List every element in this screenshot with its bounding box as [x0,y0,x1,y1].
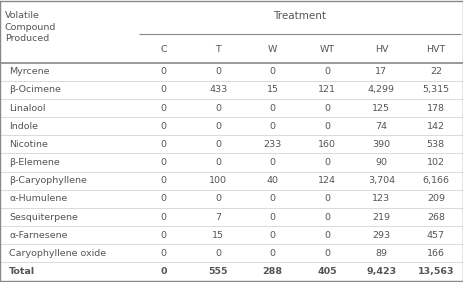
Text: 5,315: 5,315 [422,85,450,94]
Text: 0: 0 [161,194,167,203]
Text: 0: 0 [269,249,275,258]
Text: β-Ocimene: β-Ocimene [9,85,61,94]
Text: W: W [268,45,277,54]
Text: Treatment: Treatment [273,11,326,21]
Text: 0: 0 [324,122,330,131]
Text: 0: 0 [161,267,167,276]
Text: 74: 74 [375,122,388,131]
Text: α-Farnesene: α-Farnesene [9,231,68,240]
Text: α-Humulene: α-Humulene [9,194,68,203]
Text: 0: 0 [161,103,167,113]
Text: 390: 390 [372,140,390,149]
Text: 0: 0 [161,122,167,131]
Text: HV: HV [375,45,388,54]
Text: Indole: Indole [9,122,38,131]
Text: Sesquiterpene: Sesquiterpene [9,213,78,221]
Text: 0: 0 [215,122,221,131]
Text: 0: 0 [324,194,330,203]
Text: 0: 0 [215,67,221,76]
Text: β-Elemene: β-Elemene [9,158,60,167]
Text: 160: 160 [318,140,336,149]
Text: 0: 0 [215,158,221,167]
Text: 178: 178 [427,103,445,113]
Text: 0: 0 [161,249,167,258]
Text: 0: 0 [215,140,221,149]
Text: 13,563: 13,563 [418,267,454,276]
Text: 15: 15 [212,231,224,240]
Text: 0: 0 [324,103,330,113]
Text: 0: 0 [269,103,275,113]
Text: 0: 0 [215,249,221,258]
Text: Nicotine: Nicotine [9,140,48,149]
Text: 166: 166 [427,249,445,258]
Text: 0: 0 [269,213,275,221]
Text: 538: 538 [427,140,445,149]
Text: 233: 233 [263,140,282,149]
Text: HVT: HVT [426,45,445,54]
Text: WT: WT [319,45,335,54]
Text: 6,166: 6,166 [422,176,449,185]
Text: 555: 555 [208,267,228,276]
Text: 142: 142 [427,122,445,131]
Text: 0: 0 [269,231,275,240]
Text: 405: 405 [317,267,337,276]
Text: 293: 293 [372,231,390,240]
Text: 0: 0 [161,85,167,94]
Text: 90: 90 [375,158,388,167]
Text: 0: 0 [269,158,275,167]
Text: 3,704: 3,704 [368,176,395,185]
Text: Linalool: Linalool [9,103,46,113]
Text: 0: 0 [161,213,167,221]
Text: 288: 288 [263,267,282,276]
Text: 123: 123 [372,194,390,203]
Text: 9,423: 9,423 [366,267,396,276]
Text: 209: 209 [427,194,445,203]
Text: 89: 89 [375,249,388,258]
Text: 0: 0 [161,67,167,76]
Text: 22: 22 [430,67,442,76]
Text: Compound: Compound [5,23,56,32]
Text: 102: 102 [427,158,445,167]
Text: 4,299: 4,299 [368,85,395,94]
Text: 0: 0 [324,231,330,240]
Text: 17: 17 [375,67,388,76]
Text: 0: 0 [161,158,167,167]
Text: 125: 125 [372,103,390,113]
Text: 0: 0 [324,213,330,221]
Text: 219: 219 [372,213,390,221]
Text: 0: 0 [161,176,167,185]
Text: 40: 40 [267,176,279,185]
Text: 0: 0 [161,140,167,149]
Text: 100: 100 [209,176,227,185]
Text: 0: 0 [324,158,330,167]
Text: 15: 15 [267,85,279,94]
Text: Produced: Produced [5,34,49,43]
Text: 268: 268 [427,213,445,221]
Text: Total: Total [9,267,35,276]
Text: 0: 0 [161,231,167,240]
Text: 433: 433 [209,85,227,94]
Text: 0: 0 [269,194,275,203]
Text: 0: 0 [324,249,330,258]
Text: 0: 0 [215,103,221,113]
Text: 7: 7 [215,213,221,221]
Text: 0: 0 [324,67,330,76]
Text: Caryophyllene oxide: Caryophyllene oxide [9,249,106,258]
Text: 0: 0 [215,194,221,203]
Text: C: C [161,45,167,54]
Text: 0: 0 [269,67,275,76]
Text: 457: 457 [427,231,445,240]
Text: β-Caryophyllene: β-Caryophyllene [9,176,87,185]
Text: 124: 124 [318,176,336,185]
Text: 0: 0 [269,122,275,131]
Text: T: T [215,45,221,54]
Text: 121: 121 [318,85,336,94]
Text: Volatile: Volatile [5,11,39,20]
Text: Myrcene: Myrcene [9,67,50,76]
